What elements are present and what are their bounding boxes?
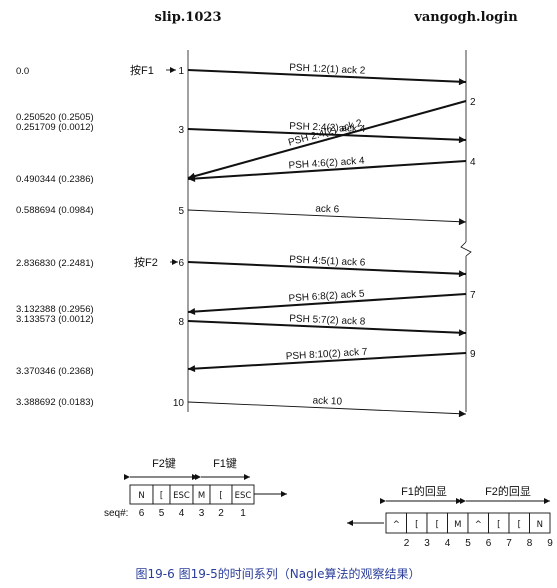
press-f2-label: 按F2 xyxy=(134,255,158,269)
timestamp: 0.0 xyxy=(16,66,29,77)
timestamp: 3.388692 (0.0183) xyxy=(16,397,94,408)
send-group-label: F2键 xyxy=(152,456,176,470)
echo-cell: M xyxy=(454,520,461,530)
segment-arrow xyxy=(187,401,467,418)
timestamp: 0.250520 (0.2505) xyxy=(16,112,94,123)
segment-label: PSH 6:8(2) ack 5 xyxy=(288,289,365,305)
segment-number: 9 xyxy=(470,349,476,360)
echo-seq-number: 8 xyxy=(527,538,533,549)
time-break-mark xyxy=(460,241,472,257)
timestamp: 0.251709 (0.0012) xyxy=(16,122,94,133)
echo-seq-number: 3 xyxy=(424,538,430,549)
segment-label: PSH 1:2(1) ack 2 xyxy=(289,62,366,76)
segment-arrow xyxy=(187,209,467,226)
segment-label: PSH 4:5(1) ack 6 xyxy=(289,254,366,268)
echo-group-label: F1的回显 xyxy=(401,484,447,498)
echo-cell: [ xyxy=(497,520,500,530)
segment-arrow xyxy=(187,320,467,337)
segment-number: 1 xyxy=(178,66,184,77)
press-f1-label: 按F1 xyxy=(130,63,154,77)
segment-label: ack 10 xyxy=(312,395,342,407)
segment-number: 3 xyxy=(178,125,184,136)
send-cell-box xyxy=(231,484,255,505)
echo-cell-box xyxy=(529,512,551,534)
send-seq-number: 5 xyxy=(159,508,165,519)
send-cell: ESC xyxy=(173,491,190,501)
echo-seq-number: 5 xyxy=(465,538,471,549)
echo-seq-number: 6 xyxy=(486,538,492,549)
echo-seq-number: 9 xyxy=(547,538,553,549)
echo-cell: N xyxy=(537,520,543,530)
segment-label: PSH 5:7(2) ack 8 xyxy=(289,313,366,327)
figure-caption: 图19-6 图19-5的时间系列（Nagle算法的观察结果） xyxy=(136,566,421,581)
timestamp: 0.588694 (0.0984) xyxy=(16,205,94,216)
segment-arrow xyxy=(187,69,467,86)
echo-seq-number: 7 xyxy=(506,538,512,549)
segment-number: 8 xyxy=(178,317,184,328)
send-cell: M xyxy=(198,491,205,501)
send-seq-number: 4 xyxy=(179,508,185,519)
echo-seq-number: 4 xyxy=(445,538,451,549)
send-buffer: F2键 F1键 N [ ESC M [ ESC seq#: 6 5 4 3 2 1 xyxy=(104,456,287,519)
send-cell: ESC xyxy=(235,491,252,501)
echo-buffer: F1的回显 F2的回显 ^ [ [ M ^ [ [ N 2 3 4 5 6 7 8 9 xyxy=(347,484,553,549)
right-host-label: vangogh.login xyxy=(413,10,518,25)
timestamp-column: 0.0 0.250520 (0.2505)0.251709 (0.0012) 0.4… xyxy=(16,66,94,408)
segment-number: 5 xyxy=(178,206,184,217)
segment-label: PSH 8:10(2) ack 7 xyxy=(286,347,369,363)
echo-cell: [ xyxy=(518,520,521,530)
send-cell: [ xyxy=(160,491,163,501)
segment-number: 2 xyxy=(470,97,476,108)
segment-arrow xyxy=(187,128,467,144)
send-seq-number: 1 xyxy=(240,508,246,519)
echo-cell: ^ xyxy=(393,520,400,530)
segment-number: 10 xyxy=(173,398,185,409)
left-host-label: slip.1023 xyxy=(155,10,222,25)
send-group-label: F1键 xyxy=(213,456,237,470)
echo-cell: ^ xyxy=(475,520,482,530)
echo-cell: [ xyxy=(415,520,418,530)
timestamp: 3.132388 (0.2956) xyxy=(16,304,94,315)
segment-arrow xyxy=(187,293,467,316)
send-cell: [ xyxy=(219,491,222,501)
segment-arrow xyxy=(187,100,467,180)
segment-number: 4 xyxy=(470,157,476,168)
send-seq-number: 3 xyxy=(199,508,205,519)
echo-cell: [ xyxy=(436,520,439,530)
segment-label: PSH 2:4(2) ack 4 xyxy=(289,121,366,135)
segment-label: PSH 4:6(2) ack 4 xyxy=(288,156,365,172)
timestamp: 2.836830 (2.2481) xyxy=(16,258,94,269)
send-seq-number: 6 xyxy=(139,508,145,519)
timestamp: 3.370346 (0.2368) xyxy=(16,366,94,377)
segment-arrow xyxy=(187,261,467,278)
timestamp: 0.490344 (0.2386) xyxy=(16,174,94,185)
timestamp: 3.133573 (0.0012) xyxy=(16,314,94,325)
send-cell: N xyxy=(138,491,144,501)
segment-number: 7 xyxy=(470,290,476,301)
send-seq-number: 2 xyxy=(218,508,224,519)
segment-label: ack 6 xyxy=(315,203,340,215)
echo-seq-number: 2 xyxy=(404,538,410,549)
echo-group-label: F2的回显 xyxy=(485,484,531,498)
segment-number: 6 xyxy=(178,258,184,269)
seq-label: seq#: xyxy=(104,508,128,519)
segment-arrow xyxy=(187,160,467,183)
segment-arrow xyxy=(187,352,467,373)
